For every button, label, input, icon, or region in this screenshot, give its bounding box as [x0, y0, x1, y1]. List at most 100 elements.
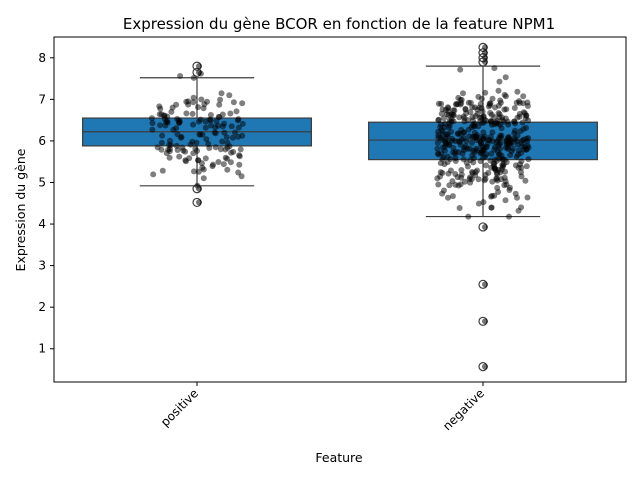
strip-point — [489, 129, 496, 136]
strip-point — [507, 152, 514, 158]
strip-point — [437, 169, 444, 176]
strip-point — [217, 146, 224, 153]
strip-point — [524, 103, 531, 109]
strip-point — [239, 100, 246, 107]
strip-point — [483, 162, 489, 169]
strip-point — [453, 101, 460, 108]
x-axis-label: Feature — [315, 450, 363, 465]
strip-point — [489, 95, 496, 102]
strip-point — [195, 168, 202, 175]
strip-point — [503, 106, 510, 113]
strip-point — [482, 58, 488, 65]
strip-point — [173, 125, 180, 132]
strip-point — [150, 171, 157, 178]
strip-point — [217, 96, 224, 103]
strip-point — [482, 223, 488, 230]
strip-point — [218, 90, 225, 97]
strip-point — [490, 162, 497, 169]
strip-point — [164, 113, 171, 120]
strip-point — [450, 107, 457, 114]
strip-point — [196, 185, 202, 192]
strip-point — [166, 146, 173, 153]
strip-point — [149, 126, 156, 133]
strip-point — [213, 118, 220, 125]
strip-point — [216, 101, 223, 108]
strip-point — [202, 155, 209, 162]
strip-point — [524, 142, 531, 149]
strip-point — [176, 153, 183, 160]
strip-point — [176, 119, 183, 126]
strip-point — [434, 140, 441, 146]
strip-point — [478, 95, 485, 102]
strip-point — [486, 102, 493, 108]
strip-point — [196, 69, 202, 76]
strip-point — [477, 138, 484, 145]
strip-point — [156, 103, 163, 110]
strip-point — [471, 122, 478, 129]
strip-point — [522, 177, 529, 184]
strip-point — [163, 150, 170, 157]
strip-point — [173, 142, 180, 149]
strip-point — [169, 104, 176, 111]
strip-point — [518, 169, 524, 176]
strip-point — [457, 130, 464, 137]
strip-point — [488, 193, 495, 200]
strip-point — [446, 182, 453, 189]
strip-point — [236, 153, 243, 160]
strip-point — [506, 187, 513, 193]
axes-frame — [53, 36, 627, 383]
strip-point — [215, 159, 222, 165]
strip-point — [164, 118, 171, 125]
strip-point — [482, 89, 489, 96]
y-tick-label: 2 — [38, 300, 46, 314]
strip-point — [445, 194, 451, 201]
strip-point — [513, 99, 520, 106]
strip-point — [520, 126, 527, 132]
strip-point — [469, 104, 476, 111]
strip-point — [190, 150, 197, 157]
strip-point — [206, 145, 213, 151]
strip-point — [489, 178, 496, 185]
strip-point — [488, 204, 495, 211]
strip-point — [228, 123, 235, 130]
strip-point — [230, 99, 237, 106]
strip-point — [450, 144, 457, 151]
strip-point — [202, 118, 209, 125]
strip-point — [224, 166, 231, 173]
strip-point — [487, 109, 494, 116]
strip-point — [230, 148, 237, 155]
strip-point — [452, 138, 459, 144]
strip-point — [223, 134, 230, 141]
strip-point — [232, 129, 238, 136]
strip-point — [505, 133, 512, 140]
strip-point — [456, 114, 463, 121]
strip-point — [512, 127, 518, 134]
strip-point — [515, 147, 522, 154]
strip-point — [198, 96, 205, 103]
strip-point — [475, 176, 482, 183]
strip-point — [497, 99, 504, 106]
strip-point — [183, 110, 190, 117]
chart-title: Expression du gène BCOR en fonction de l… — [123, 15, 555, 33]
strip-point — [222, 146, 229, 153]
strip-point — [501, 91, 508, 98]
strip-point — [474, 110, 481, 117]
strip-point — [460, 90, 466, 97]
y-tick-label: 4 — [38, 217, 46, 231]
strip-point — [237, 146, 244, 153]
strip-point — [444, 159, 451, 166]
strip-point — [477, 118, 484, 125]
strip-point — [227, 110, 234, 117]
strip-point — [482, 318, 488, 325]
strip-point — [195, 157, 202, 164]
strip-point — [197, 116, 204, 123]
strip-point — [452, 150, 458, 157]
strip-point — [486, 136, 493, 143]
strip-point — [199, 164, 206, 171]
strip-point — [212, 130, 219, 137]
strip-point — [481, 116, 488, 123]
strip-point — [515, 164, 522, 171]
strip-point — [212, 144, 219, 151]
strip-point — [493, 169, 500, 176]
strip-point — [148, 115, 155, 122]
